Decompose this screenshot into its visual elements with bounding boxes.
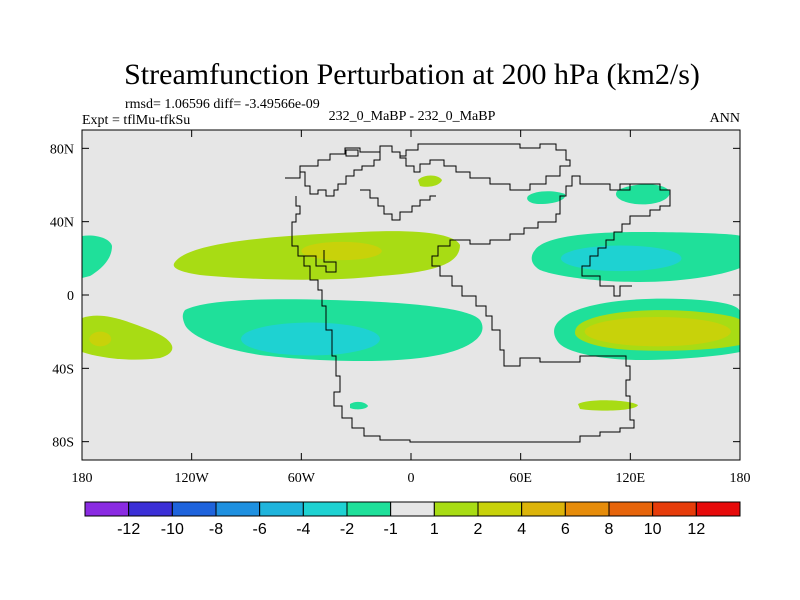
colorbar-label: -1 [384, 521, 398, 538]
colorbar-label: -4 [296, 521, 310, 538]
contour-green-westpac [82, 315, 173, 360]
x-tick-label: 180 [72, 471, 93, 486]
colorbar-swatch [171, 501, 217, 517]
contour-core-high-25S-westpac [89, 331, 112, 347]
contour-core-low-40S [241, 322, 380, 356]
colorbar-label: 10 [644, 521, 662, 538]
coastline-siberia-east [619, 183, 640, 190]
colorbar-label: -12 [117, 521, 140, 538]
contour-levels [89, 241, 731, 356]
colorbar-swatch [433, 501, 479, 517]
map-background [82, 130, 740, 460]
y-tick-label: 40N [50, 216, 74, 231]
colorbar-label: -2 [340, 521, 354, 538]
y-tick-label: 80N [50, 142, 74, 157]
contour-core-high-25S-pacific [584, 317, 731, 347]
contour-teal-antarctic [350, 401, 368, 410]
colorbar-swatch [390, 501, 435, 517]
colorbar-swatch [128, 501, 173, 517]
contour-core-high-20N-atlantic [301, 241, 382, 261]
coastline-mexico [298, 250, 337, 273]
center-label: 232_0_MaBP - 232_0_MaBP [329, 109, 496, 124]
colorbar-label: -6 [253, 521, 267, 538]
colorbar-swatch [84, 501, 130, 517]
colorbar-swatch [564, 501, 610, 517]
contour-core-low-20N-asia [560, 245, 682, 272]
coastline-greenland [345, 149, 359, 157]
y-tick-label: 80S [52, 436, 74, 451]
x-axis: 180 120W 60W 0 60E 120E 180 [72, 130, 751, 486]
colorbar-swatch [695, 501, 741, 517]
contour-teal-siberia [615, 184, 670, 205]
x-tick-label: 120E [616, 471, 646, 486]
stats-line: rmsd= 1.06596 diff= -3.49566e-09 [125, 97, 320, 112]
right-label: ANN [710, 111, 740, 126]
colorbar-label: 2 [474, 521, 483, 538]
colorbar-label: -10 [161, 521, 184, 538]
colorbar-swatch [346, 501, 392, 517]
contour-green-southern-ocean [578, 400, 638, 411]
contour-green-europe [418, 175, 442, 187]
colorbar-swatch [302, 501, 348, 517]
coastline [285, 143, 671, 443]
x-tick-label: 180 [730, 471, 751, 486]
contour-teal-central-asia [527, 191, 566, 204]
colorbar-swatch [259, 501, 304, 517]
colorbar-label: 8 [605, 521, 614, 538]
colorbar-swatch [215, 501, 261, 517]
coastline-americas-west [291, 175, 671, 443]
colorbar-label: 6 [561, 521, 570, 538]
left-label: Expt = tflMu-tfkSu [82, 113, 190, 128]
colorbar-swatch [477, 501, 523, 517]
colorbar-label: 4 [517, 521, 526, 538]
colorbar: -12 -10 -8 -6 -4 -2 -1 1 2 4 6 8 10 12 [84, 501, 741, 538]
contour-teal-north-pacific [82, 235, 112, 278]
x-tick-label: 0 [408, 471, 415, 486]
y-axis: 80N 40N 0 40S 80S [50, 142, 740, 451]
coastline-north-america [285, 147, 381, 197]
map-panel: 180 120W 60W 0 60E 120E 180 80N 40N 0 40S 80S [50, 129, 751, 486]
coastline-eurasia-north [379, 143, 571, 191]
colorbar-label: 12 [687, 521, 705, 538]
colorbar-label: -8 [209, 521, 223, 538]
x-tick-label: 120W [175, 471, 210, 486]
colorbar-label: 1 [430, 521, 439, 538]
y-tick-label: 0 [67, 289, 74, 304]
x-tick-label: 60E [509, 471, 532, 486]
colorbar-swatch [652, 501, 697, 517]
colorbar-swatch [521, 501, 566, 517]
colorbar-swatch [608, 501, 654, 517]
chart-title: Streamfunction Perturbation at 200 hPa (… [124, 58, 700, 91]
y-tick-label: 40S [52, 362, 74, 377]
coastline-europe [360, 189, 436, 221]
x-tick-label: 60W [288, 471, 316, 486]
